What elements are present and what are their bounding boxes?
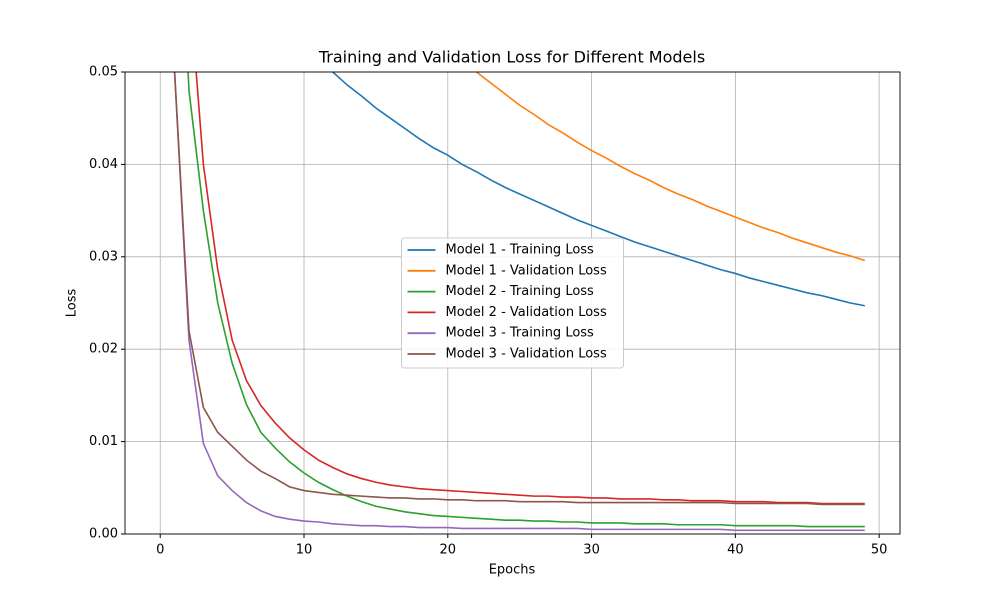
series-line <box>331 72 865 307</box>
y-tick-label: 0.00 <box>89 527 118 542</box>
legend-label: Model 3 - Validation Loss <box>446 347 607 362</box>
legend-label: Model 3 - Training Loss <box>446 326 595 341</box>
y-tick-label: 0.04 <box>89 157 118 172</box>
y-tick-label: 0.03 <box>89 249 118 264</box>
legend-label: Model 1 - Validation Loss <box>446 263 607 278</box>
legend-label: Model 2 - Validation Loss <box>446 305 607 320</box>
x-tick-label: 40 <box>727 543 744 558</box>
plot-frame <box>124 71 901 535</box>
y-axis-label: Loss <box>65 289 80 318</box>
series-line <box>173 72 865 506</box>
y-tick-label: 0.02 <box>89 342 118 357</box>
legend-box <box>401 237 624 369</box>
x-tick-label: 10 <box>296 543 313 558</box>
x-tick-label: 20 <box>440 543 457 558</box>
y-tick-label: 0.01 <box>89 434 118 449</box>
series-line <box>173 72 865 532</box>
x-tick-label: 50 <box>871 543 888 558</box>
chart-title: Training and Validation Loss for Differe… <box>318 48 705 67</box>
legend-label: Model 1 - Training Loss <box>446 243 595 258</box>
series-line <box>195 72 865 505</box>
series-line <box>475 72 866 262</box>
legend-label: Model 2 - Training Loss <box>446 284 595 299</box>
plot-lines <box>173 72 866 532</box>
x-tick-label: 0 <box>156 543 164 558</box>
x-tick-label: 30 <box>583 543 600 558</box>
y-tick-label: 0.05 <box>89 65 118 80</box>
series-line <box>187 72 865 528</box>
x-axis-label: Epochs <box>489 563 536 578</box>
legend: Model 1 - Training Loss Model 1 - Validat… <box>401 237 624 369</box>
